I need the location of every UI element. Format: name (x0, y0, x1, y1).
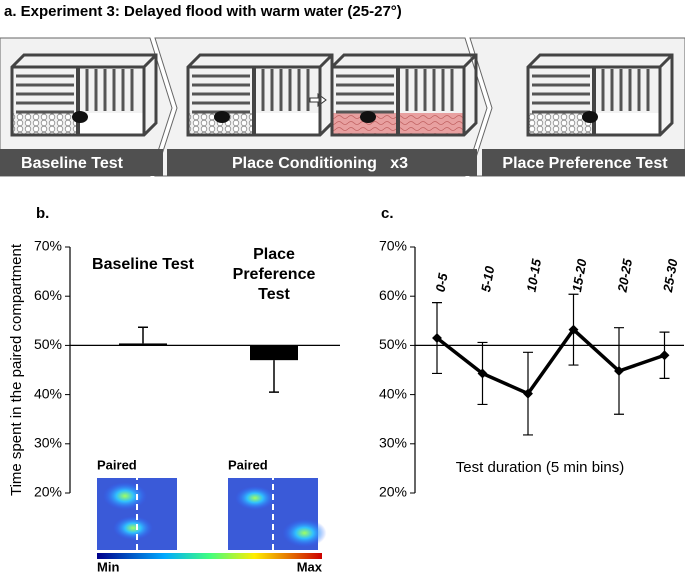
stage-banner (167, 149, 477, 176)
y-tick-label: 70% (34, 238, 62, 254)
cage-floor (398, 113, 464, 135)
mouse (72, 111, 88, 123)
y-tick-label: 60% (34, 287, 62, 303)
cage (10, 53, 158, 137)
y-tick-label: 50% (34, 336, 62, 352)
arrow (309, 93, 327, 107)
cage (526, 53, 674, 137)
line (435, 327, 666, 396)
cage-floor (332, 113, 398, 135)
panel-label: b. (36, 205, 49, 222)
y-tick-label: 70% (379, 238, 407, 254)
error-bar (269, 360, 279, 393)
cage-floor (188, 113, 254, 135)
colorbar-label: Max (297, 559, 323, 574)
y-axis-label: Time spent in the paired compartment (8, 243, 25, 496)
bar (119, 343, 167, 346)
x-axis-label: Test duration (5 min bins) (456, 459, 624, 476)
y-tick-label: 20% (379, 484, 407, 500)
colorbar (97, 553, 322, 559)
heatmap-hot (113, 516, 153, 540)
stage-label: Place Preference Test (502, 155, 668, 172)
y-tick-label: 20% (34, 484, 62, 500)
stage-banner (482, 149, 685, 176)
y-tick-label: 40% (379, 385, 407, 401)
x-tick-label: 15-20 (569, 257, 590, 293)
y-tick-label: 40% (34, 385, 62, 401)
mouse (214, 111, 230, 123)
cage-frame (10, 53, 158, 137)
panel-label: c. (381, 205, 394, 222)
panel-a: Baseline Test Place Conditioning x3 Plac… (0, 37, 685, 177)
cage-floor (78, 113, 144, 135)
heatmap-label: Paired (97, 457, 137, 472)
stage-label: Baseline Test (21, 155, 124, 172)
cage-frame (330, 53, 478, 137)
category-label: Baseline Test (92, 256, 194, 273)
heatmap-hot (282, 519, 327, 547)
stage-label: Place Conditioning x3 (232, 155, 408, 172)
x-tick-label: 5-10 (478, 264, 497, 293)
cage (330, 53, 478, 137)
mouse (582, 111, 598, 123)
marker (659, 350, 670, 361)
x-tick-label: 20-25 (614, 257, 635, 294)
heatmap-hot (235, 486, 275, 510)
category-label: Place Preference Test (232, 246, 316, 303)
stage-banner (0, 149, 163, 176)
y-tick-label: 30% (34, 435, 62, 451)
cage-floor (528, 113, 594, 135)
figure-title: a. Experiment 3: Delayed flood with warm… (4, 3, 402, 20)
error-bar (138, 326, 148, 344)
marker (477, 368, 488, 379)
x-tick-label: 25-30 (660, 257, 681, 294)
cage-floor (254, 113, 320, 135)
cage (186, 53, 334, 137)
marker (432, 333, 442, 343)
y-tick-label: 60% (379, 287, 407, 303)
marker (614, 366, 624, 376)
marker (568, 324, 579, 335)
x-tick-label: 0-5 (433, 271, 451, 293)
heatmap-hot (103, 482, 147, 510)
colorbar-label: Min (97, 559, 119, 574)
heatmap-label: Paired (228, 457, 268, 472)
y-tick-label: 50% (379, 336, 407, 352)
cage-frame (526, 53, 674, 137)
cage-floor (12, 113, 78, 135)
bar (250, 345, 298, 361)
cage-floor (594, 113, 660, 135)
y-tick-label: 30% (379, 435, 407, 451)
mouse (360, 111, 376, 123)
x-tick-label: 10-15 (524, 257, 545, 293)
marker (523, 388, 533, 399)
